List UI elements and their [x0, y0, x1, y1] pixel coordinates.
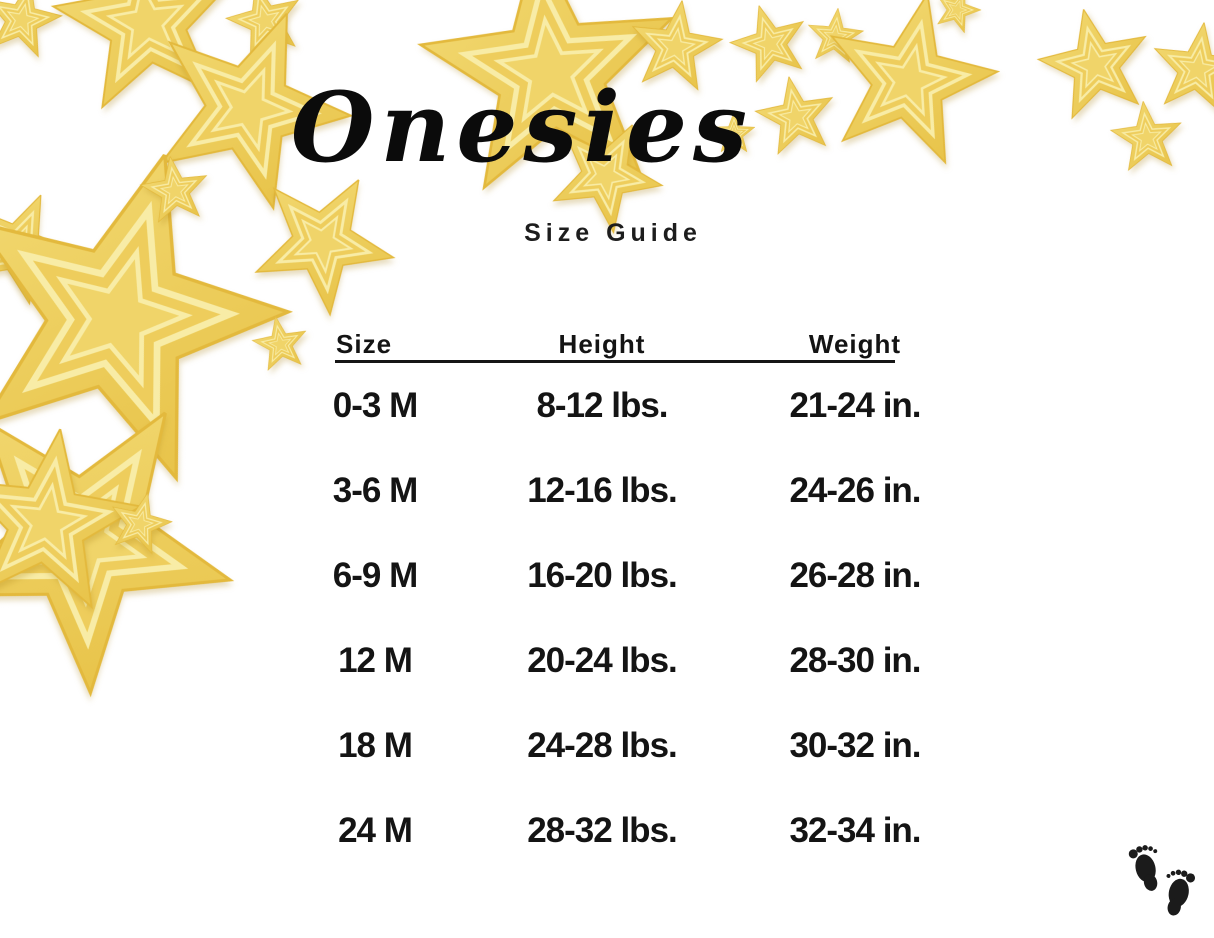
star-icon: [749, 69, 842, 158]
table-row: 12 M 20-24 lbs. 28-30 in.: [310, 618, 946, 703]
star-icon: [1106, 97, 1187, 173]
column-header-weight: Weight: [808, 329, 902, 359]
baby-footprints-icon: [1128, 845, 1196, 916]
table-row: 0-3 M 8-12 lbs. 21-24 in.: [310, 363, 946, 448]
cell-height: 20-24 lbs.: [527, 640, 678, 680]
cell-size: 3-6 M: [332, 470, 418, 510]
page-subtitle: Size Guide: [524, 219, 702, 247]
table-row: 3-6 M 12-16 lbs. 24-26 in.: [310, 448, 946, 533]
star-icon: [135, 151, 214, 225]
header-underline: [335, 360, 895, 363]
cell-height: 8-12 lbs.: [536, 385, 668, 425]
cell-height: 12-16 lbs.: [527, 470, 678, 510]
cell-size: 12 M: [338, 640, 413, 680]
column-header-height: Height: [558, 329, 646, 359]
cell-height: 16-20 lbs.: [527, 555, 678, 595]
cell-size: 24 M: [338, 810, 413, 850]
cell-weight: 28-30 in.: [789, 640, 921, 680]
cell-height: 28-32 lbs.: [527, 810, 678, 850]
cell-weight: 30-32 in.: [789, 725, 921, 765]
star-icon: [247, 311, 313, 373]
table-row: 18 M 24-28 lbs. 30-32 in.: [310, 703, 946, 788]
star-icon: [803, 0, 1014, 187]
table-row: 6-9 M 16-20 lbs. 26-28 in.: [310, 533, 946, 618]
cell-size: 0-3 M: [332, 385, 418, 425]
cell-height: 24-28 lbs.: [527, 725, 678, 765]
size-table: Size Height Weight 0-3 M 8-12 lbs. 21-24…: [310, 327, 946, 873]
cell-weight: 32-34 in.: [789, 810, 921, 850]
cell-size: 6-9 M: [332, 555, 418, 595]
table-row: 24 M 28-32 lbs. 32-34 in.: [310, 788, 946, 873]
cell-weight: 24-26 in.: [789, 470, 921, 510]
cell-weight: 21-24 in.: [789, 385, 921, 425]
column-header-size: Size: [336, 329, 393, 359]
page-title: Onesies: [290, 71, 754, 184]
cell-size: 18 M: [338, 725, 413, 765]
cell-weight: 26-28 in.: [789, 555, 921, 595]
table-header-row: Size Height Weight: [310, 327, 946, 363]
